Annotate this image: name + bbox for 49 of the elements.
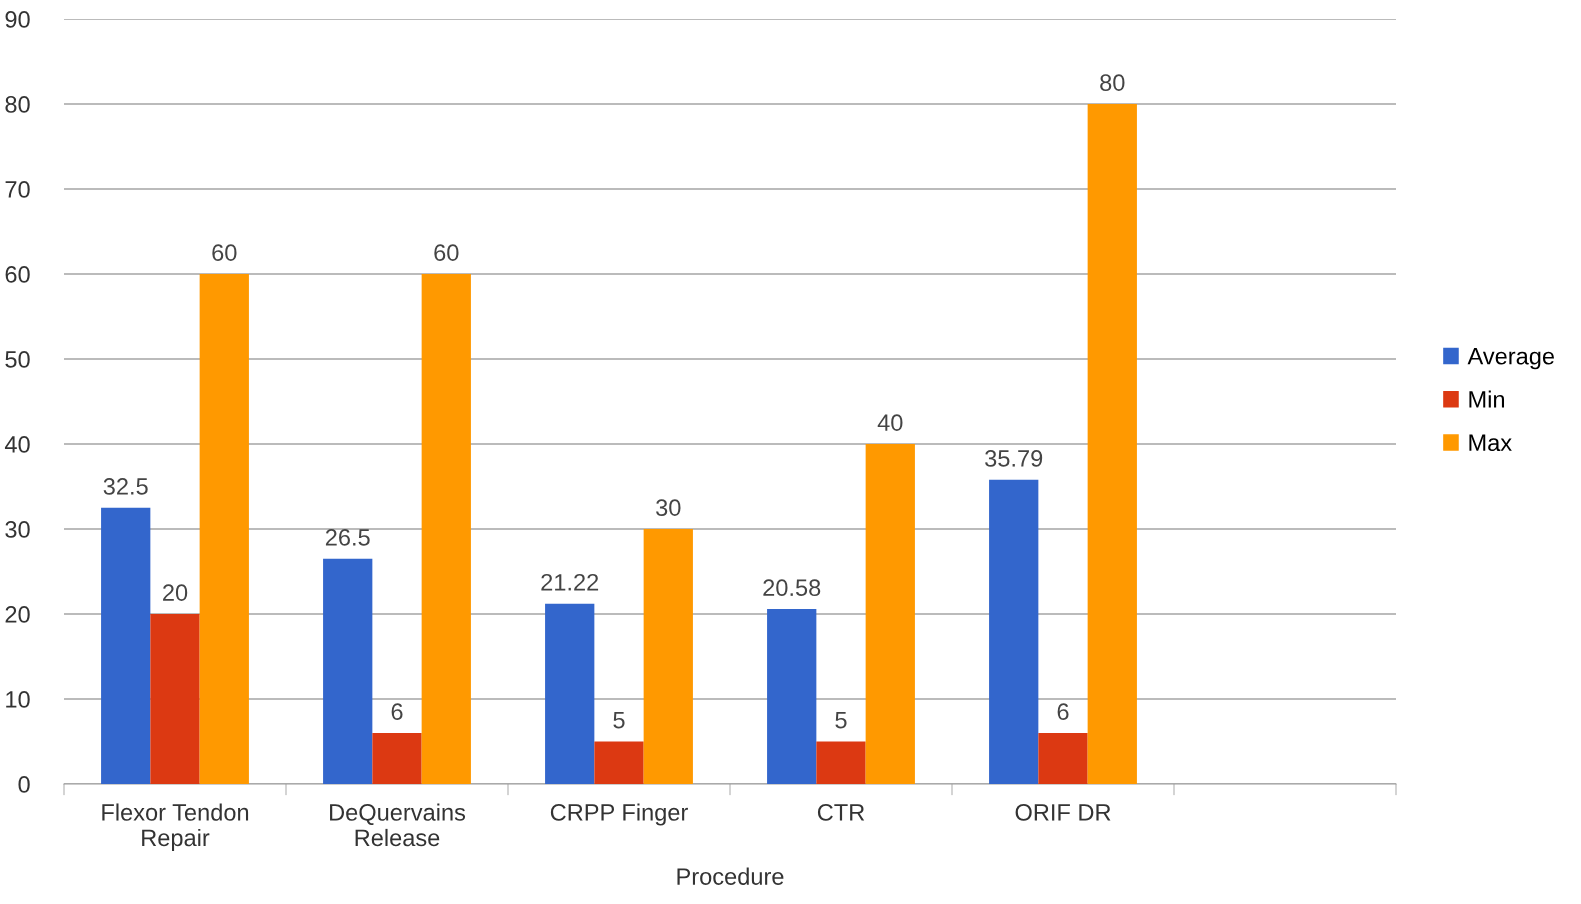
- data-label: 80: [1100, 74, 1125, 91]
- bar: [372, 733, 422, 784]
- legend-label: Min: [1469, 390, 1505, 408]
- data-label: 20.58: [763, 579, 821, 597]
- data-label: 6: [1057, 703, 1069, 720]
- x-tick-label: Flexor Tendon Repair: [102, 803, 249, 851]
- legend-label: Max: [1469, 434, 1512, 452]
- y-tick-label: 70: [5, 181, 30, 198]
- data-label: 60: [434, 244, 459, 261]
- x-tick-label: CRPP Finger: [550, 803, 688, 826]
- bar: [643, 529, 693, 784]
- data-label: 21.22: [541, 573, 599, 591]
- data-label: 60: [212, 244, 237, 261]
- bar: [421, 274, 471, 784]
- y-tick-label: 20: [5, 606, 30, 623]
- legend-label: Average: [1467, 348, 1554, 370]
- x-axis-title: Procedure: [677, 867, 784, 885]
- y-tick-label: 0: [18, 776, 30, 793]
- x-tick-label: CTR: [817, 804, 865, 821]
- y-tick-label: 30: [5, 521, 30, 538]
- bar: [767, 609, 817, 784]
- bar: [594, 741, 644, 784]
- data-label: 20: [163, 584, 188, 601]
- bar: [989, 479, 1039, 784]
- bar: [199, 274, 249, 784]
- y-tick-label: 90: [5, 11, 30, 28]
- bar: [816, 741, 866, 784]
- data-label: 5: [835, 712, 847, 729]
- bar: [323, 558, 373, 784]
- bar: [1038, 733, 1088, 784]
- data-label: 6: [391, 703, 403, 720]
- bar: [1087, 104, 1137, 784]
- y-tick-label: 40: [4, 436, 30, 453]
- y-tick-label: 50: [5, 351, 30, 368]
- x-tick-label: DeQuervains Release: [330, 803, 466, 847]
- data-label: 35.79: [985, 450, 1043, 467]
- data-label: 40: [877, 414, 903, 431]
- x-tick-label: ORIF DR: [1015, 804, 1111, 821]
- y-tick-label: 80: [5, 96, 30, 113]
- y-tick-label: 60: [5, 266, 30, 283]
- y-tick-label: 10: [6, 691, 30, 708]
- bar: [545, 603, 595, 784]
- data-label: 5: [613, 712, 625, 729]
- bar: [101, 507, 151, 784]
- data-label: 32.5: [103, 478, 148, 495]
- data-label: 26.5: [325, 529, 370, 546]
- data-label: 30: [656, 499, 681, 516]
- bar: [150, 614, 200, 784]
- bar: [865, 444, 915, 784]
